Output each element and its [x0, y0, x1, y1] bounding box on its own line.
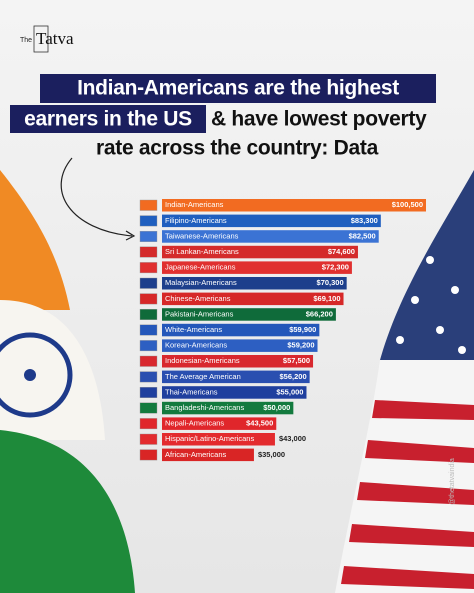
flag — [139, 262, 158, 274]
flag — [139, 387, 158, 398]
bar-label: Nepali-Americans — [165, 419, 224, 428]
flag — [139, 230, 158, 242]
bar-label: Japanese-Americans — [165, 263, 236, 272]
bar-label: Filipino-Americans — [165, 216, 227, 225]
flag — [139, 418, 158, 430]
flag — [139, 402, 158, 414]
title-line: & have lowest poverty — [211, 108, 427, 131]
bar — [162, 386, 307, 399]
title-line: earners in the US — [24, 108, 192, 131]
bar — [162, 308, 336, 321]
flag — [139, 340, 158, 352]
arrow — [60, 157, 133, 237]
bar — [162, 230, 379, 243]
bar — [162, 370, 310, 384]
bar-label: Thai-Americans — [165, 387, 218, 396]
brand-name: Tatva — [36, 29, 74, 48]
value-label: $43,000 — [279, 434, 306, 443]
title-highlight — [10, 105, 206, 133]
flag — [139, 324, 158, 336]
value-label: $83,300 — [351, 216, 378, 225]
flag — [139, 246, 158, 258]
flag — [139, 199, 158, 211]
flag — [139, 309, 158, 320]
bar — [162, 277, 347, 290]
bar-label: Taiwanese-Americans — [165, 231, 239, 240]
value-label: $74,600 — [328, 247, 355, 256]
bar — [162, 448, 254, 462]
bar — [162, 323, 320, 337]
bar-label: African-Americans — [165, 450, 227, 459]
title-highlight — [40, 74, 436, 103]
bar-label: Korean-Americans — [165, 341, 227, 350]
title-line: rate across the country: Data — [96, 137, 379, 160]
value-label: $66,200 — [306, 309, 333, 318]
bar — [162, 261, 352, 274]
india-flag — [0, 170, 135, 593]
flag — [139, 355, 158, 367]
value-label: $59,200 — [287, 341, 314, 350]
value-label: $56,200 — [280, 372, 307, 381]
title-line: Indian-Americans are the highest — [77, 77, 399, 100]
flag — [139, 215, 158, 227]
brand-small: The — [20, 37, 32, 44]
bar-label: Indian-Americans — [165, 200, 224, 209]
value-label: $50,000 — [263, 403, 290, 412]
bar — [162, 339, 318, 352]
bar-label: Bangladeshi-Americans — [165, 403, 244, 412]
bar — [162, 355, 314, 368]
value-label: $72,300 — [322, 263, 349, 272]
value-label: $70,300 — [317, 278, 344, 287]
bar-label: The Average American — [165, 372, 241, 381]
value-label: $59,900 — [289, 325, 316, 334]
brand-box — [33, 25, 49, 53]
bar — [162, 292, 344, 306]
bar-label: White-Americans — [165, 325, 222, 334]
flag — [139, 433, 158, 445]
bar — [162, 433, 275, 446]
bar-label: Indonesian-Americans — [165, 356, 240, 365]
value-label: $43,500 — [246, 419, 273, 428]
value-label: $82,500 — [349, 231, 376, 240]
bar — [162, 245, 358, 259]
bar — [162, 417, 277, 430]
arrow-head — [125, 230, 136, 241]
bar-label: Hispanic/Latino-Americans — [165, 434, 254, 443]
bar — [162, 401, 294, 415]
flag — [139, 293, 158, 305]
flag — [139, 371, 158, 383]
bar-label: Chinese-Americans — [165, 294, 231, 303]
flag — [139, 277, 158, 289]
value-label: $35,000 — [258, 450, 285, 459]
bar-label: Pakistani-Americans — [165, 309, 234, 318]
value-label: $100,500 — [392, 200, 423, 209]
value-label: $69,100 — [313, 294, 340, 303]
value-label: $55,000 — [276, 387, 303, 396]
handle: @thetatvaindia — [449, 458, 456, 505]
bar-label: Malaysian-Americans — [165, 278, 237, 287]
bar — [162, 199, 426, 212]
bar — [162, 214, 381, 228]
bar-label: Sri Lankan-Americans — [165, 247, 239, 256]
value-label: $57,500 — [283, 356, 310, 365]
flag — [139, 449, 158, 461]
us-flag — [335, 170, 474, 593]
